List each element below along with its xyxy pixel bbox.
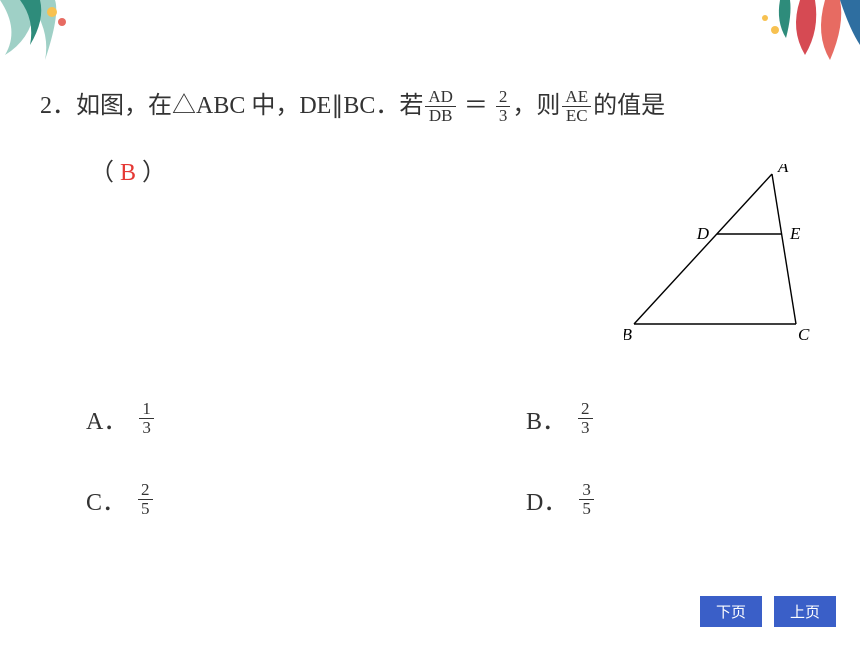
question-part2: ，则 — [512, 84, 560, 130]
choice-c: C． 2 5 — [86, 481, 526, 518]
svg-text:D: D — [696, 224, 710, 243]
choice-b-label: B． — [526, 401, 566, 436]
choice-a: A． 1 3 — [86, 400, 526, 437]
svg-text:B: B — [624, 325, 633, 344]
choice-c-fraction: 2 5 — [138, 481, 153, 518]
triangle-figure: A B C D E — [624, 164, 814, 344]
next-page-button[interactable]: 下页 — [700, 596, 762, 627]
fraction-ae-ec: AE EC — [562, 88, 591, 125]
corner-decoration-top-left — [0, 0, 100, 70]
answer-letter: B — [120, 160, 136, 186]
choice-d-label: D． — [526, 482, 567, 517]
fraction-ad-db: AD DB — [425, 88, 456, 125]
choice-b: B． 2 3 — [526, 400, 595, 437]
choice-d: D． 3 5 — [526, 481, 596, 518]
question-text: 2． 如图，在△ABC 中，DE∥BC．若 AD DB ＝ 2 3 ，则 AE … — [40, 84, 820, 130]
question-part1: 如图，在△ABC 中，DE∥BC．若 — [76, 84, 423, 130]
paren-close: ） — [136, 160, 166, 186]
question-number: 2． — [40, 84, 76, 130]
choice-c-label: C． — [86, 482, 126, 517]
paren-open: （ — [90, 160, 120, 186]
nav-buttons: 下页 上页 — [700, 596, 836, 627]
choices-block: A． 1 3 B． 2 3 C． 2 5 D． 3 5 — [86, 400, 800, 561]
equals-sign: ＝ — [458, 84, 494, 130]
svg-text:E: E — [789, 224, 801, 243]
choice-b-fraction: 2 3 — [578, 400, 593, 437]
question-part3: 的值是 — [593, 84, 665, 130]
corner-decoration-top-right — [730, 0, 860, 80]
svg-text:A: A — [777, 164, 789, 176]
choice-a-label: A． — [86, 401, 127, 436]
svg-text:C: C — [798, 325, 810, 344]
fraction-2-3: 2 3 — [496, 88, 511, 125]
choice-d-fraction: 3 5 — [579, 481, 594, 518]
choice-a-fraction: 1 3 — [139, 400, 154, 437]
prev-page-button[interactable]: 上页 — [774, 596, 836, 627]
